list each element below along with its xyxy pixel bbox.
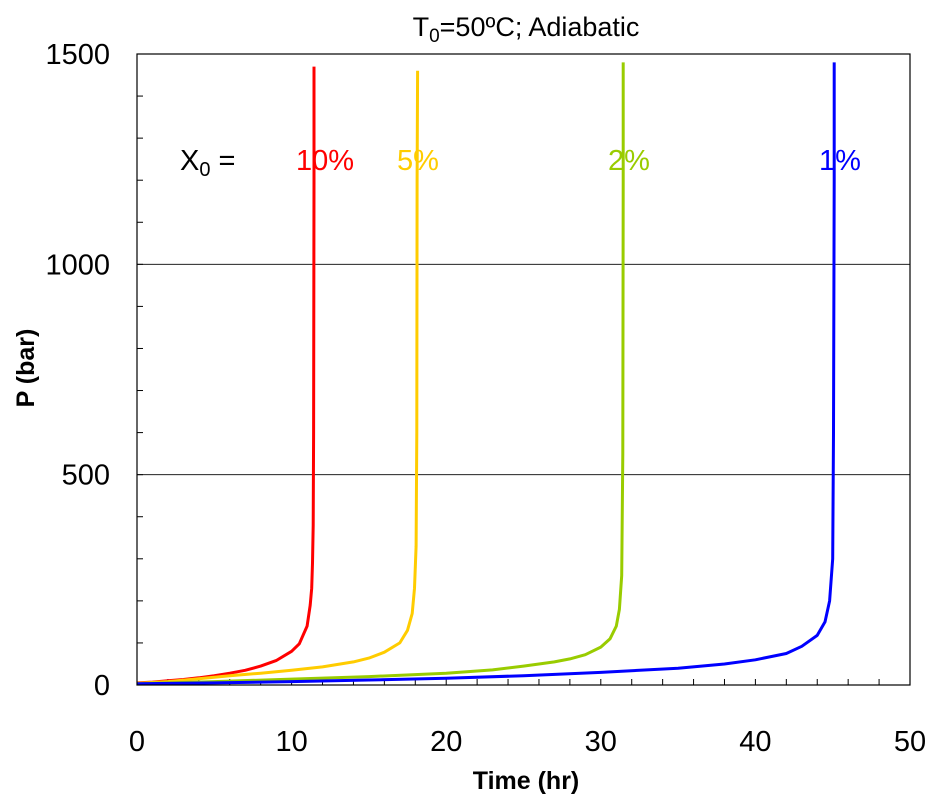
series-label-0: 10%: [296, 145, 354, 177]
x0-rest: =: [210, 145, 235, 177]
x-tick-labels: 0 10 20 30 40 50: [129, 726, 926, 758]
y-tick-label: 500: [62, 460, 110, 492]
x-tick-label: 0: [129, 726, 145, 758]
y-tick-label: 1500: [45, 39, 110, 71]
series-label-2: 2%: [608, 145, 650, 177]
y-axis-title: P (bar): [12, 329, 40, 408]
series-labels: 10% 5% 2% 1%: [296, 145, 861, 177]
y-tick-label: 1000: [45, 249, 110, 281]
x-axis-title: Time (hr): [473, 767, 580, 795]
minor-ticks: [137, 95, 880, 685]
gridlines: [137, 263, 910, 476]
x-tick-label: 20: [430, 726, 462, 758]
series-label-1: 5%: [397, 145, 439, 177]
x0-base: X: [180, 145, 199, 177]
plot-frame: [136, 53, 911, 686]
chart-title-rest: =50ºC; Adiabatic: [440, 12, 640, 42]
y-tick-labels: 0 500 1000 1500: [45, 39, 110, 702]
chart-title: T0=50ºC; Adiabatic: [413, 12, 640, 47]
chart-title-subscript: 0: [429, 26, 440, 47]
series-line-3: [136, 62, 836, 686]
series-line-1: [136, 70, 420, 685]
x-tick-label: 40: [739, 726, 771, 758]
series-label-3: 1%: [819, 145, 861, 177]
series-line-2: [136, 62, 625, 686]
chart-title-base: T: [413, 12, 430, 42]
series-layer: [136, 62, 836, 686]
x0-annotation: X0 =: [180, 145, 235, 181]
y-tick-label: 0: [94, 670, 110, 702]
x-tick-label: 50: [894, 726, 926, 758]
x0-subscript: 0: [199, 159, 210, 181]
x-tick-label: 10: [275, 726, 307, 758]
x-tick-label: 30: [585, 726, 617, 758]
